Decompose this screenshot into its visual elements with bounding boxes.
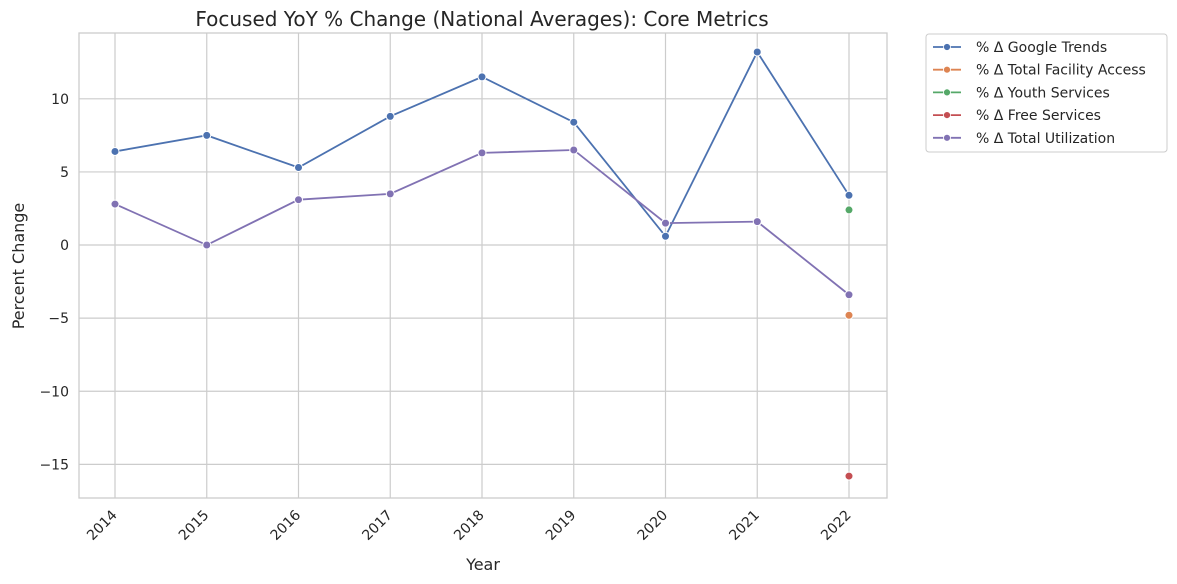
y-tick-label: 0: [60, 238, 69, 254]
legend-marker: [943, 111, 951, 119]
y-tick-label: 10: [51, 92, 69, 108]
data-point: [294, 195, 303, 205]
legend-marker: [943, 133, 951, 142]
grid: [79, 33, 887, 498]
legend-item: % Δ Total Facility Access: [933, 63, 1146, 79]
data-point: [202, 240, 212, 250]
x-tick-label: 2014: [84, 507, 121, 544]
data-point: [110, 199, 120, 209]
data-point: [844, 310, 854, 320]
x-tick-label: 2020: [635, 507, 672, 544]
legend-frame: [925, 33, 1168, 153]
legend-label: % Δ Google Trends: [976, 40, 1107, 56]
data-point: [569, 145, 579, 155]
legend-marker: [943, 88, 951, 97]
x-tick-label: 2018: [451, 507, 488, 544]
data-point: [661, 231, 670, 241]
plot-frame: [78, 32, 888, 499]
legend-marker: [943, 65, 951, 74]
x-tick-label: 2022: [818, 507, 855, 544]
x-axis-label: Year: [465, 555, 500, 574]
data-point: [661, 218, 670, 228]
x-tick-label: 2016: [268, 507, 305, 544]
y-tick-label: −10: [39, 384, 69, 400]
data-point: [752, 47, 762, 57]
legend-item: % Δ Youth Services: [933, 85, 1110, 101]
data-point: [477, 72, 487, 82]
legend-label: % Δ Free Services: [976, 108, 1101, 124]
series-0: [110, 47, 854, 241]
data-point: [844, 190, 854, 200]
series-2: [844, 205, 854, 215]
data-point: [844, 290, 854, 300]
series-4: [110, 145, 854, 300]
x-tick-label: 2015: [176, 507, 213, 544]
data-point: [569, 117, 579, 127]
data-point: [294, 163, 303, 173]
legend-label: % Δ Youth Services: [976, 85, 1110, 101]
chart-title: Focused YoY % Change (National Averages)…: [195, 7, 768, 31]
y-tick-label: −5: [48, 311, 69, 327]
legend-label: % Δ Total Utilization: [976, 131, 1115, 147]
legend-label: % Δ Total Facility Access: [976, 63, 1146, 79]
data-point: [110, 146, 120, 156]
x-tick-label: 2017: [359, 507, 396, 544]
series-3: [844, 471, 854, 481]
data-point: [385, 189, 395, 199]
legend-item: % Δ Total Utilization: [933, 131, 1115, 147]
y-tick-label: 5: [60, 165, 69, 181]
data-point: [477, 148, 487, 158]
legend-item: % Δ Free Services: [933, 108, 1101, 124]
data-point: [844, 205, 854, 215]
data-point: [752, 217, 762, 227]
y-axis-label: Percent Change: [9, 203, 28, 330]
x-tick-label: 2021: [726, 507, 763, 544]
x-ticks: 2014 2015 2016 2017 2018 2019 2020 2021 2022: [84, 507, 855, 544]
data-point: [844, 471, 854, 481]
data-point: [385, 111, 395, 121]
y-tick-label: −15: [39, 457, 69, 473]
series-1: [844, 310, 854, 320]
legend: % Δ Google Trends % Δ Total Facility Acce…: [925, 33, 1168, 153]
series-layer: [110, 47, 854, 481]
x-tick-label: 2019: [543, 507, 580, 544]
y-ticks: 10 5 0 −5 −10 −15: [39, 92, 69, 474]
legend-item: % Δ Google Trends: [933, 40, 1107, 56]
legend-marker: [943, 43, 951, 51]
data-point: [202, 130, 212, 140]
